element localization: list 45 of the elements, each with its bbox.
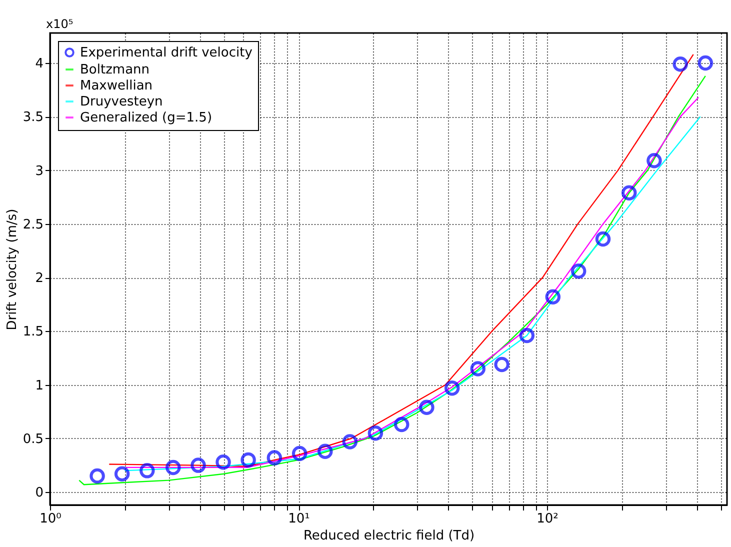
legend-label: Druyvesteyn [80, 94, 163, 110]
x-tick-label: 10² [536, 512, 558, 526]
point [570, 264, 586, 279]
y-tick-label: 3 [35, 164, 44, 179]
point [240, 452, 256, 468]
point [470, 361, 486, 376]
legend-label: Experimental drift velocity [80, 46, 253, 60]
y-tick-label: 0 [35, 486, 44, 501]
point [166, 460, 181, 476]
point [698, 55, 714, 71]
y-tick-label: 1.5 [22, 324, 44, 340]
x-axis-title: Reduced electric field (Td) [303, 528, 475, 544]
point [494, 356, 510, 372]
point [622, 185, 637, 200]
point [368, 426, 384, 441]
point [444, 380, 460, 396]
y-tick-label: 2.5 [22, 217, 44, 232]
y-tick-label: 1 [35, 378, 44, 394]
y-tick-label: 4 [35, 56, 44, 72]
legend-label: Generalized (g=1.5) [80, 110, 212, 126]
point [342, 434, 358, 450]
x-tick-label: 10¹ [288, 512, 310, 526]
y-axis-title: Drift velocity (m/s) [4, 208, 20, 330]
point [646, 153, 662, 168]
point [595, 231, 611, 247]
point [318, 444, 333, 459]
point [216, 454, 231, 470]
point [140, 463, 155, 478]
point [266, 450, 282, 466]
point [394, 416, 410, 432]
point [292, 446, 308, 462]
point [90, 468, 105, 484]
legend-label: Boltzmann [80, 62, 150, 78]
y-tick-label: 0.5 [22, 432, 44, 447]
point [190, 458, 206, 473]
point [419, 400, 434, 415]
point [545, 289, 561, 305]
y-tick-label: 2 [35, 271, 44, 286]
point [672, 56, 688, 72]
point [114, 466, 130, 482]
point [519, 328, 535, 344]
y-tick-label: 3.5 [22, 110, 44, 126]
text: x10⁵ [46, 17, 74, 31]
legend-label: Maxwellian [80, 78, 153, 94]
x-tick-label: 10⁰ [40, 512, 62, 526]
